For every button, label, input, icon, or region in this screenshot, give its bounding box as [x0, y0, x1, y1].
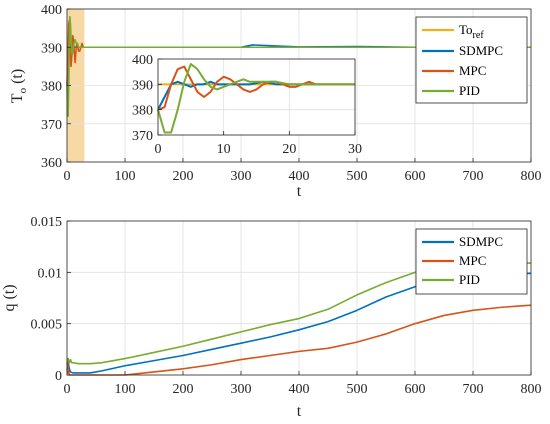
legend-label-toref: Toref — [459, 22, 484, 41]
legend-label-mpc: MPC — [459, 253, 486, 268]
legend-label-mpc: MPC — [459, 63, 486, 78]
x-tick-label: 700 — [463, 382, 484, 397]
y-tick-label: 370 — [132, 129, 153, 144]
x-tick-label: 100 — [115, 382, 136, 397]
inset-plot: 0 10 20 30 370 380 390 400 — [132, 53, 362, 157]
x-tick-label: 500 — [347, 382, 368, 397]
top-legend: Toref SDMPC MPC PID — [415, 16, 528, 104]
bottom-ticks: 0 100 200 300 400 500 600 700 800 0 0.005 0.01 0.015 — [31, 215, 542, 397]
x-tick-label: 700 — [463, 169, 484, 184]
top-series — [66, 15, 531, 117]
y-tick-label: 0.015 — [31, 215, 63, 230]
x-tick-label: 200 — [173, 382, 194, 397]
y-tick-label: 390 — [41, 41, 62, 56]
series-line-3 — [66, 15, 531, 117]
x-tick-label: 300 — [231, 382, 252, 397]
x-tick-label: 0 — [155, 142, 162, 157]
top-y-label-suffix: (t) — [9, 69, 26, 88]
top-legend-box — [415, 16, 528, 104]
x-tick-label: 800 — [521, 169, 542, 184]
inset-series — [157, 63, 355, 134]
top-x-label: t — [297, 183, 302, 200]
y-tick-label: 0.005 — [31, 318, 63, 333]
x-tick-label: 10 — [217, 142, 231, 157]
legend-label-pid: PID — [459, 83, 480, 98]
bottom-x-label: t — [297, 403, 302, 420]
x-tick-label: 800 — [521, 382, 542, 397]
y-tick-label: 390 — [132, 78, 153, 93]
top-y-label-sub: o — [17, 87, 29, 93]
y-tick-label: 360 — [41, 156, 62, 171]
x-tick-label: 100 — [115, 169, 136, 184]
x-tick-label: 400 — [289, 382, 310, 397]
inset-plot-area — [158, 59, 355, 135]
x-tick-label: 600 — [405, 382, 426, 397]
bottom-y-label: q (t) — [1, 284, 18, 311]
inset-ticks: 0 10 20 30 370 380 390 400 — [132, 53, 362, 157]
y-tick-label: 380 — [41, 80, 62, 95]
legend-label-sdmpc: SDMPC — [459, 43, 503, 58]
x-tick-label: 500 — [347, 169, 368, 184]
y-tick-label: 0 — [55, 369, 62, 384]
y-tick-label: 400 — [41, 3, 62, 18]
x-tick-label: 600 — [405, 169, 426, 184]
legend-label-toref-sub: ref — [473, 30, 485, 41]
inset-frame — [157, 58, 356, 136]
top-plot: 0 100 200 300 400 500 600 700 800360370380390400… — [9, 3, 542, 200]
top-y-label: To (t) — [9, 69, 29, 103]
y-tick-label: 400 — [132, 53, 153, 68]
legend-label-sdmpc: SDMPC — [459, 234, 503, 249]
x-tick-label: 0 — [64, 169, 71, 184]
y-tick-label: 0.01 — [38, 266, 63, 281]
x-tick-label: 300 — [231, 169, 252, 184]
x-tick-label: 200 — [173, 169, 194, 184]
legend-label-pid: PID — [459, 272, 480, 287]
bottom-legend: SDMPC MPC PID — [415, 228, 528, 295]
y-tick-label: 370 — [41, 118, 62, 133]
x-tick-label: 0 — [64, 382, 71, 397]
bottom-plot: 0 100 200 300 400 500 600 700 800 0 0.005 0.01 0.015… — [1, 215, 542, 420]
y-tick-label: 380 — [132, 104, 153, 119]
x-tick-label: 20 — [282, 142, 296, 157]
x-tick-label: 30 — [348, 142, 362, 157]
x-tick-label: 400 — [289, 169, 310, 184]
series-line-3 — [157, 63, 355, 134]
